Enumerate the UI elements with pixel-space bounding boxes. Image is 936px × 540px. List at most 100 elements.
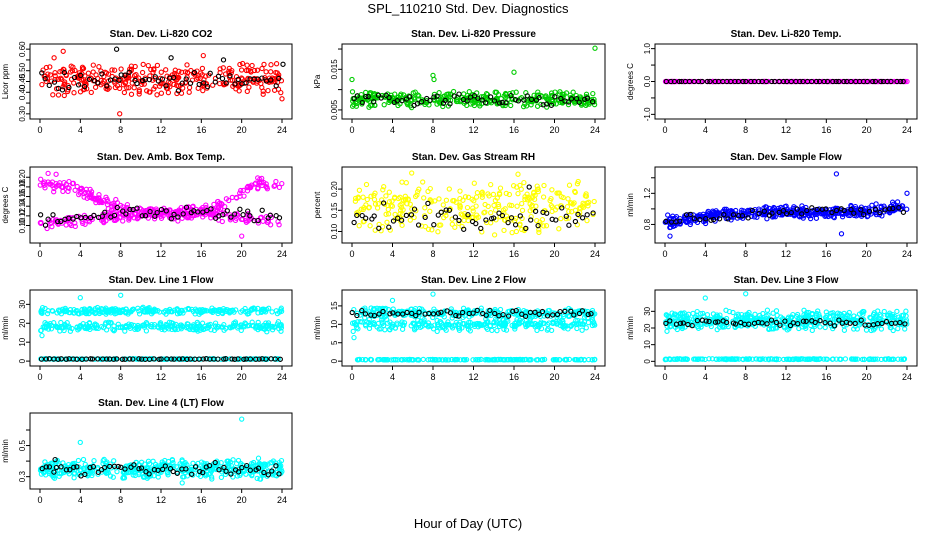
y-axis-label: degrees C	[1, 186, 10, 223]
data-point	[137, 205, 143, 211]
obs-point	[240, 212, 246, 218]
obs-point	[447, 101, 453, 107]
data-point	[199, 65, 206, 72]
obs-point	[407, 94, 413, 100]
obs-point	[359, 99, 365, 106]
data-point	[894, 308, 900, 315]
obs-point	[152, 74, 158, 80]
obs-point	[707, 78, 713, 85]
data-point	[489, 327, 495, 334]
x-tick-label: 20	[237, 495, 247, 505]
obs-point	[878, 78, 884, 85]
data-point	[553, 101, 559, 107]
data-point	[399, 179, 405, 185]
x-tick-label: 16	[196, 372, 206, 382]
data-point	[865, 213, 871, 219]
obs-point	[888, 78, 894, 85]
obs-point	[375, 92, 382, 98]
obs-point	[371, 99, 377, 105]
obs-point	[280, 61, 286, 67]
obs-point	[535, 222, 541, 229]
data-point	[386, 189, 392, 195]
y-axis-label: kPa	[313, 74, 322, 88]
x-tick-label: 12	[156, 125, 166, 135]
data-point	[524, 191, 530, 197]
data-point	[352, 198, 359, 204]
y-tick-label: 0.015	[330, 59, 339, 80]
obs-point	[442, 97, 448, 104]
y-tick-label: 0.3	[18, 471, 27, 483]
data-point	[574, 325, 580, 332]
data-point	[399, 222, 405, 228]
chart-panel-5: Stan. Dev. Gas Stream RH0 4 8 12 16 20 240.100…	[313, 152, 606, 259]
data-point	[664, 328, 670, 334]
obs-point	[363, 93, 369, 100]
data-point	[126, 215, 132, 222]
data-point	[488, 210, 494, 216]
obs-point	[126, 69, 132, 75]
data-point	[752, 311, 758, 317]
obs-point	[45, 216, 51, 222]
obs-point	[273, 83, 279, 89]
obs-point	[259, 75, 265, 81]
obs-point	[465, 212, 471, 218]
data-point	[473, 194, 480, 200]
obs-point	[833, 78, 839, 85]
data-point	[534, 103, 541, 109]
data-point	[580, 200, 586, 206]
data-point	[65, 184, 71, 191]
obs-point	[154, 209, 160, 216]
x-tick-label: 12	[468, 125, 478, 135]
data-point	[52, 73, 58, 79]
obs-point	[584, 95, 591, 101]
data-point	[471, 198, 477, 204]
data-point	[415, 188, 421, 195]
data-point	[579, 327, 585, 333]
obs-point	[227, 73, 233, 79]
obs-point	[55, 218, 61, 225]
data-point	[150, 77, 156, 83]
data-point	[528, 102, 534, 108]
data-point	[570, 201, 576, 207]
x-tick-label: 8	[743, 125, 748, 135]
x-tick-label: 4	[390, 249, 395, 259]
data-point	[183, 211, 189, 217]
data-point	[226, 65, 232, 72]
data-point	[51, 55, 57, 61]
chart-title: Stan. Dev. Line 1 Flow	[109, 275, 214, 286]
data-point	[219, 201, 225, 207]
obs-point	[219, 75, 226, 82]
data-point	[407, 217, 413, 223]
data-point	[55, 92, 62, 98]
obs-point	[116, 77, 122, 83]
data-point	[51, 189, 57, 195]
data-point	[103, 327, 110, 333]
data-point	[384, 219, 390, 225]
obs-point	[237, 206, 243, 212]
data-point	[40, 67, 46, 73]
data-point	[690, 310, 696, 317]
data-point	[229, 194, 235, 201]
data-point	[708, 323, 714, 330]
data-point	[131, 85, 137, 91]
data-point	[381, 184, 387, 190]
obs-point	[808, 78, 815, 85]
data-point	[260, 218, 266, 224]
x-tick-label: 4	[703, 372, 708, 382]
data-point	[385, 211, 392, 217]
x-tick-label: 12	[156, 495, 166, 505]
y-axis-label: ml/min	[1, 439, 10, 463]
data-point	[539, 217, 546, 223]
data-point	[186, 84, 193, 91]
x-tick-label: 12	[156, 249, 166, 259]
obs-point	[39, 70, 45, 76]
data-point	[508, 102, 514, 109]
data-point	[88, 89, 94, 96]
y-tick-label: 10	[643, 340, 652, 349]
data-point	[527, 208, 533, 214]
obs-point	[461, 226, 467, 232]
data-point	[237, 190, 243, 196]
data-point	[405, 197, 411, 203]
